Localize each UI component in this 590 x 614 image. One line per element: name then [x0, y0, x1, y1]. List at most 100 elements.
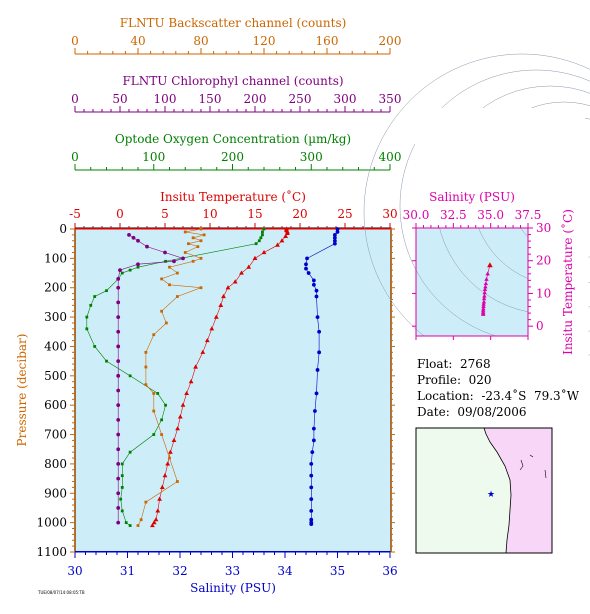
temperature-tick-label: 10	[202, 207, 217, 221]
temperature-point	[171, 437, 177, 443]
salinity-point	[306, 271, 311, 275]
salinity-point	[311, 278, 316, 283]
backscatter-tick-label: 160	[316, 34, 339, 48]
salinity-point	[311, 438, 316, 443]
salinity-point	[310, 450, 315, 455]
pressure-tick-label: 500	[44, 369, 67, 383]
chlorophyll-point	[116, 506, 121, 510]
salinity-point	[311, 282, 316, 287]
footer-timestamp: TUE/08/07/14:08:05:TB	[38, 590, 85, 595]
inset-x-tick-label: 30.0	[403, 208, 430, 222]
temperature-point	[218, 302, 224, 307]
oxygen-point	[128, 268, 132, 272]
backscatter-point	[144, 500, 148, 504]
pressure-tick-label: 700	[44, 428, 67, 442]
temperature-point	[239, 270, 244, 275]
temperature-point	[153, 517, 159, 522]
temperature-point	[157, 496, 162, 501]
backscatter-profile-line	[137, 228, 205, 526]
temperature-axis-title: Insitu Temperature (˚C)	[160, 189, 306, 204]
chlorophyll-point	[116, 520, 121, 525]
pressure-tick-label: 1100	[36, 545, 67, 559]
temperature-point	[261, 249, 267, 255]
inset-y-tick-label: 30	[536, 221, 551, 235]
chlorophyll-point	[116, 403, 121, 408]
backscatter-point	[199, 227, 203, 231]
oxygen-point	[261, 230, 264, 234]
chlorophyll-point	[118, 268, 122, 273]
chlorophyll-point	[116, 300, 121, 305]
backscatter-point	[160, 277, 164, 281]
chlorophyll-point	[172, 259, 176, 264]
temperature-point	[213, 314, 219, 319]
inset-ts-point	[482, 293, 487, 298]
chlorophyll-tick-label: 50	[112, 92, 127, 106]
inset-ts-point	[481, 304, 486, 309]
pressure-tick-label: 300	[44, 310, 67, 324]
chlorophyll-axis-title: FLNTU Chlorophyl channel (counts)	[122, 74, 343, 88]
temperature-point	[279, 238, 285, 243]
pressure-tick-label: 600	[44, 398, 67, 412]
chlorophyll-point	[116, 388, 121, 393]
salinity-point	[335, 227, 340, 231]
oxygen-point	[119, 497, 123, 501]
map-frame	[415, 427, 553, 554]
backscatter-point	[199, 286, 203, 290]
pressure-tick-label: 900	[44, 486, 67, 500]
temperature-point	[285, 230, 290, 236]
inset-x-tick-label: 32.5	[440, 208, 467, 222]
temperature-point	[209, 326, 215, 331]
backscatter-point	[152, 409, 156, 413]
backscatter-point	[183, 251, 187, 254]
temperature-tick-label: 20	[292, 207, 307, 221]
backscatter-tick-label: 40	[130, 34, 145, 48]
salinity-tick-label: 36	[382, 564, 397, 578]
oxygen-point	[160, 418, 164, 422]
temperature-point	[200, 349, 206, 354]
chlorophyll-point	[116, 329, 121, 334]
salinity-point	[309, 508, 314, 513]
temperature-point	[177, 414, 183, 419]
oxygen-point	[120, 486, 124, 489]
temperature-point	[159, 484, 165, 489]
main-plot-background	[74, 227, 392, 553]
chlorophyll-point	[116, 432, 121, 437]
chlorophyll-point	[116, 373, 121, 378]
salinity-point	[317, 329, 322, 334]
backscatter-point	[187, 242, 190, 246]
temperature-point	[221, 293, 226, 299]
inset-plot-frame	[415, 227, 529, 337]
oxygen-point	[164, 259, 167, 263]
oxygen-point	[120, 509, 124, 513]
float-location: Location: -23.4˚S 79.3˚W	[417, 389, 580, 403]
backscatter-point	[136, 524, 140, 527]
temperature-point	[193, 364, 198, 369]
salinity-point	[314, 391, 319, 396]
backscatter-point	[199, 239, 203, 243]
backscatter-point	[144, 350, 148, 354]
salinity-point	[335, 230, 340, 234]
backscatter-point	[191, 259, 195, 263]
salinity-point	[317, 350, 322, 355]
chlorophyll-point	[116, 344, 121, 349]
salinity-point	[332, 232, 337, 237]
oxygen-point	[105, 289, 108, 293]
backscatter-point	[199, 256, 203, 260]
salinity-point	[309, 497, 314, 502]
backscatter-point	[175, 271, 179, 275]
chlorophyll-point	[116, 447, 121, 452]
chlorophyll-point	[181, 256, 185, 261]
chlorophyll-point	[116, 315, 121, 319]
salinity-tick-label: 34	[277, 564, 293, 578]
inset-y-tick-label: 20	[536, 254, 551, 268]
backscatter-tick-label: 0	[71, 34, 79, 48]
inset-layer: 30.0 32.5 35.0 37.5 0 10 20 30	[363, 53, 590, 427]
oxygen-tick-label: 400	[379, 150, 402, 164]
temperature-point	[232, 279, 238, 284]
backscatter-point	[175, 295, 179, 298]
backscatter-axis-title: FLNTU Backscatter channel (counts)	[120, 16, 347, 30]
pressure-tick-label: 1000	[36, 516, 67, 530]
main-plot-frame-left	[75, 228, 76, 552]
oxygen-point	[262, 227, 266, 231]
